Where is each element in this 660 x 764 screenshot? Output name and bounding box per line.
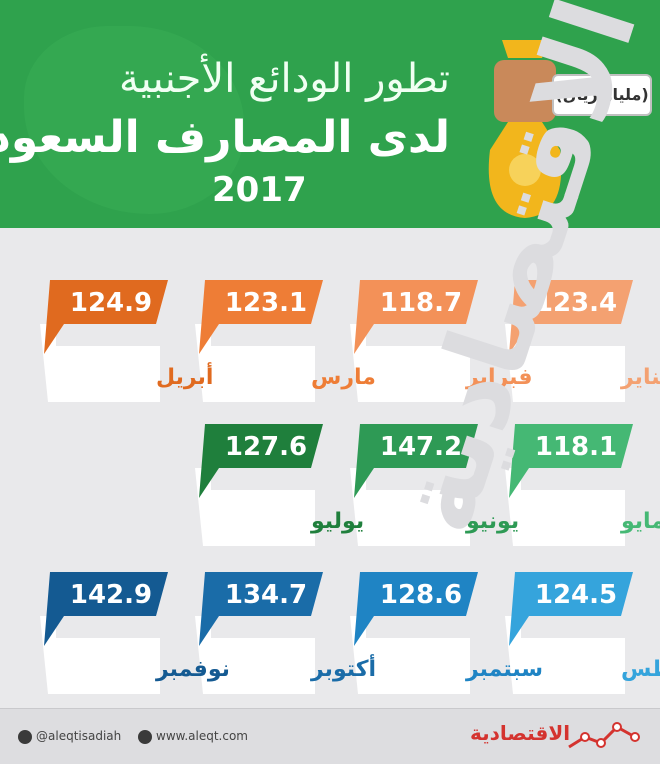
- value-banner: [199, 424, 323, 498]
- value-banner: [199, 280, 323, 354]
- value-label: 123.1: [225, 288, 307, 318]
- card-body: [505, 324, 625, 402]
- card-body: [350, 324, 470, 402]
- value-label: 124.9: [70, 288, 152, 318]
- card-body: [505, 468, 625, 546]
- value-label: 118.7: [380, 288, 462, 318]
- plot-area: الاقتصادية 123.4يناير118.7فبراير123.1مار…: [0, 0, 660, 708]
- card-body: [195, 468, 315, 546]
- month-card: 128.6 سبتمبر: [350, 572, 543, 694]
- month-card: 142.9 نوفمبر: [40, 572, 230, 694]
- card-body: [350, 616, 470, 694]
- card-body: [195, 324, 315, 402]
- saudi-map-shape: [24, 26, 244, 214]
- title-line-2: لدى المصارف السعودية: [0, 112, 450, 163]
- value-label: 124.5: [535, 580, 617, 610]
- value-banner: [44, 572, 168, 646]
- month-label: يناير: [620, 365, 660, 390]
- card-body: [350, 468, 470, 546]
- value-label: 118.1: [535, 432, 617, 462]
- month-card: 123.1 مارس: [195, 280, 376, 402]
- month-card: 123.4 يناير: [505, 280, 660, 402]
- month-label: أبريل: [156, 361, 213, 390]
- value-banner: [509, 572, 633, 646]
- globe-icon: [138, 729, 152, 744]
- value-banner: [509, 424, 633, 498]
- twitter-icon: [18, 729, 32, 744]
- value-banner: [354, 424, 478, 498]
- value-banner: [354, 572, 478, 646]
- month-card: 118.1 مايو: [505, 424, 660, 546]
- value-label: 134.7: [225, 580, 307, 610]
- month-label: أغسطس: [621, 653, 660, 682]
- month-label: أكتوبر: [310, 653, 376, 682]
- month-label: يوليو: [310, 509, 364, 534]
- unit-badge: (مليار ريال): [552, 74, 652, 116]
- month-label: يونيو: [465, 509, 519, 534]
- value-label: 127.6: [225, 432, 307, 462]
- month-label: سبتمبر: [465, 657, 543, 682]
- website-link[interactable]: www.aleqt.com: [138, 729, 248, 744]
- card-body: [505, 616, 625, 694]
- month-card: 124.5 أغسطس: [505, 572, 660, 694]
- value-banner: [509, 280, 633, 354]
- footer: @aleqtisadiah www.aleqt.com الاقتصادية: [0, 708, 660, 764]
- value-banner: [354, 280, 478, 354]
- value-label: 128.6: [380, 580, 462, 610]
- month-card: 147.2 يونيو: [350, 424, 519, 546]
- month-label: فبراير: [465, 365, 533, 390]
- year-label: 2017: [212, 170, 307, 210]
- month-card: 118.7 فبراير: [350, 280, 533, 402]
- twitter-text: @aleqtisadiah: [36, 729, 122, 743]
- value-banner: [199, 572, 323, 646]
- value-label: 142.9: [70, 580, 152, 610]
- website-text: www.aleqt.com: [156, 729, 248, 743]
- card-body: [40, 324, 160, 402]
- month-label: مارس: [311, 365, 376, 390]
- value-label: 123.4: [535, 288, 617, 318]
- value-label: 147.2: [380, 432, 462, 462]
- month-label: نوفمبر: [155, 657, 230, 682]
- month-card: 127.6 يوليو: [195, 424, 364, 546]
- trend-line-icon: [568, 722, 640, 749]
- twitter-handle[interactable]: @aleqtisadiah: [18, 729, 121, 744]
- card-body: [40, 616, 160, 694]
- month-card: 124.9 أبريل: [40, 280, 213, 402]
- month-card: 134.7 أكتوبر: [195, 572, 376, 694]
- money-bag-icon: [488, 40, 562, 218]
- aleqt-logo: الاقتصادية: [470, 721, 571, 745]
- title-line-1: تطور الودائع الأجنبية: [119, 56, 450, 102]
- card-body: [195, 616, 315, 694]
- month-label: مايو: [620, 509, 660, 534]
- header-banner: تطور الودائع الأجنبية لدى المصارف السعود…: [0, 0, 660, 228]
- value-banner: [44, 280, 168, 354]
- month-cards-chart: 123.4 يناير 118.7 فبراير 123.1 مارس 124.9 أبريل…: [40, 280, 660, 694]
